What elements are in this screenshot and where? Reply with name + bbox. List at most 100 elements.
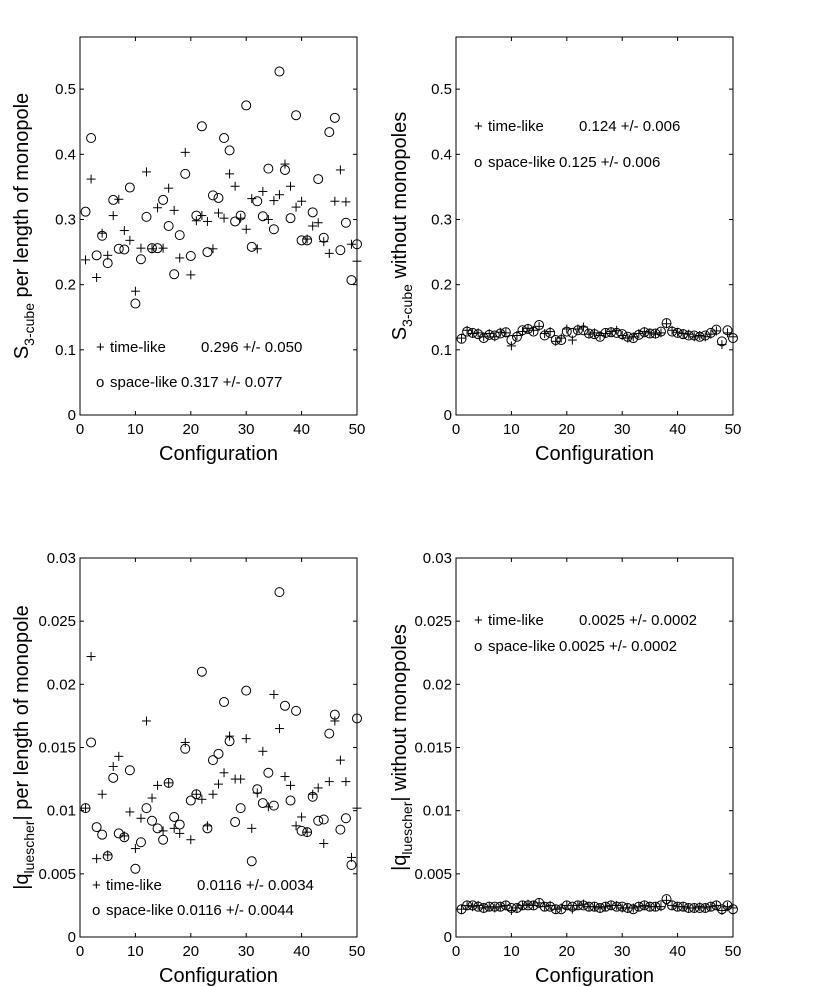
data-point-circle — [335, 824, 346, 835]
data-point-circle — [705, 327, 716, 338]
data-point-plus — [153, 203, 163, 213]
y-tick-label: 0.01 — [423, 803, 452, 820]
data-point-plus — [501, 900, 511, 910]
data-point-circle — [489, 901, 500, 912]
x-tick-label: 20 — [182, 421, 199, 438]
data-point-circle — [224, 145, 235, 156]
data-point-circle — [478, 902, 489, 913]
data-point-circle — [511, 331, 522, 342]
data-point-circle — [617, 329, 628, 340]
data-point-circle — [80, 206, 91, 217]
data-point-circle — [700, 902, 711, 913]
data-point-circle — [495, 901, 506, 912]
data-point-plus — [484, 902, 494, 912]
data-point-circle — [291, 705, 302, 716]
data-point-circle — [340, 217, 351, 228]
data-point-plus — [274, 190, 284, 200]
y-tick-label: 0.02 — [423, 676, 452, 693]
data-point-circle — [473, 901, 484, 912]
y-axis-label: S3-cube without monopoles — [389, 112, 415, 340]
data-point-circle — [141, 211, 152, 222]
y-tick-label: 0.005 — [414, 866, 452, 883]
data-point-circle — [539, 901, 550, 912]
x-axis-label: Configuration — [535, 965, 654, 987]
data-point-circle — [102, 851, 113, 862]
y-tick-label: 0.02 — [47, 676, 76, 693]
data-point-circle — [683, 902, 694, 913]
data-point-circle — [572, 900, 583, 911]
legend-entry-space-like: o space-like 0.125 +/- 0.006 — [474, 154, 660, 171]
data-point-circle — [158, 834, 169, 845]
x-tick-label: 0 — [76, 421, 84, 438]
data-point-circle — [523, 900, 534, 911]
data-point-plus — [700, 903, 710, 913]
data-point-circle — [628, 333, 639, 344]
data-point-circle — [329, 112, 340, 123]
data-point-plus — [595, 903, 605, 913]
y-axis-label-rest: without monopoles — [389, 112, 411, 284]
x-tick-label: 0 — [452, 421, 460, 438]
data-point-plus — [319, 839, 329, 849]
data-point-circle — [174, 230, 185, 241]
data-point-plus — [689, 903, 699, 913]
data-point-plus — [180, 147, 190, 157]
data-point-circle — [252, 196, 263, 207]
x-axis-label: Configuration — [159, 443, 278, 465]
data-point-plus — [319, 237, 329, 247]
data-point-circle — [622, 902, 633, 913]
data-point-plus — [501, 328, 511, 338]
data-point-circle — [147, 815, 158, 826]
data-point-plus — [247, 823, 257, 833]
data-point-circle — [572, 325, 583, 336]
data-point-circle — [711, 900, 722, 911]
data-point-circle — [716, 336, 727, 347]
data-point-plus — [352, 256, 362, 266]
data-point-circle — [683, 330, 694, 341]
legend-entry-time-like: + time-like 0.0025 +/- 0.0002 — [474, 612, 697, 629]
y-axis-label-main: |q — [389, 855, 411, 871]
data-point-plus — [136, 243, 146, 253]
data-point-plus — [330, 196, 340, 206]
data-point-circle — [191, 210, 202, 221]
data-point-circle — [517, 900, 528, 911]
data-point-circle — [329, 709, 340, 720]
data-point-circle — [196, 121, 207, 132]
data-point-plus — [241, 224, 251, 234]
data-point-plus — [97, 228, 107, 238]
y-axis-label-main: S — [389, 327, 411, 340]
data-point-plus — [667, 900, 677, 910]
data-point-circle — [291, 110, 302, 121]
data-point-circle — [567, 901, 578, 912]
data-point-circle — [628, 904, 639, 915]
data-point-plus — [291, 821, 301, 831]
data-point-circle — [462, 900, 473, 911]
data-point-circle — [517, 325, 528, 336]
data-point-plus — [208, 244, 218, 254]
data-point-plus — [169, 205, 179, 215]
data-point-circle — [561, 900, 572, 911]
data-point-circle — [578, 325, 589, 336]
data-point-circle — [500, 900, 511, 911]
legend-stat: 0.124 +/- 0.006 — [579, 118, 680, 135]
data-point-circle — [589, 901, 600, 912]
data-point-plus — [506, 341, 516, 351]
series-space-like — [456, 318, 738, 347]
data-point-plus — [214, 208, 223, 218]
data-point-plus — [92, 854, 102, 864]
data-point-circle — [523, 323, 534, 334]
y-axis-label-sub: luescher — [21, 820, 37, 873]
data-point-circle — [583, 901, 594, 912]
legend-label: space-like — [106, 902, 174, 919]
y-tick-label: 0 — [68, 407, 76, 424]
data-point-plus — [258, 186, 268, 196]
data-point-circle — [667, 900, 678, 911]
data-point-circle — [296, 825, 307, 836]
data-point-circle — [169, 811, 180, 822]
data-point-plus — [639, 900, 649, 910]
data-point-circle — [484, 901, 495, 912]
data-point-circle — [274, 66, 285, 77]
y-axis-label-rest: per length of monopole — [11, 93, 33, 303]
data-point-circle — [235, 803, 246, 814]
data-point-plus — [114, 751, 124, 761]
data-point-circle — [113, 828, 124, 839]
